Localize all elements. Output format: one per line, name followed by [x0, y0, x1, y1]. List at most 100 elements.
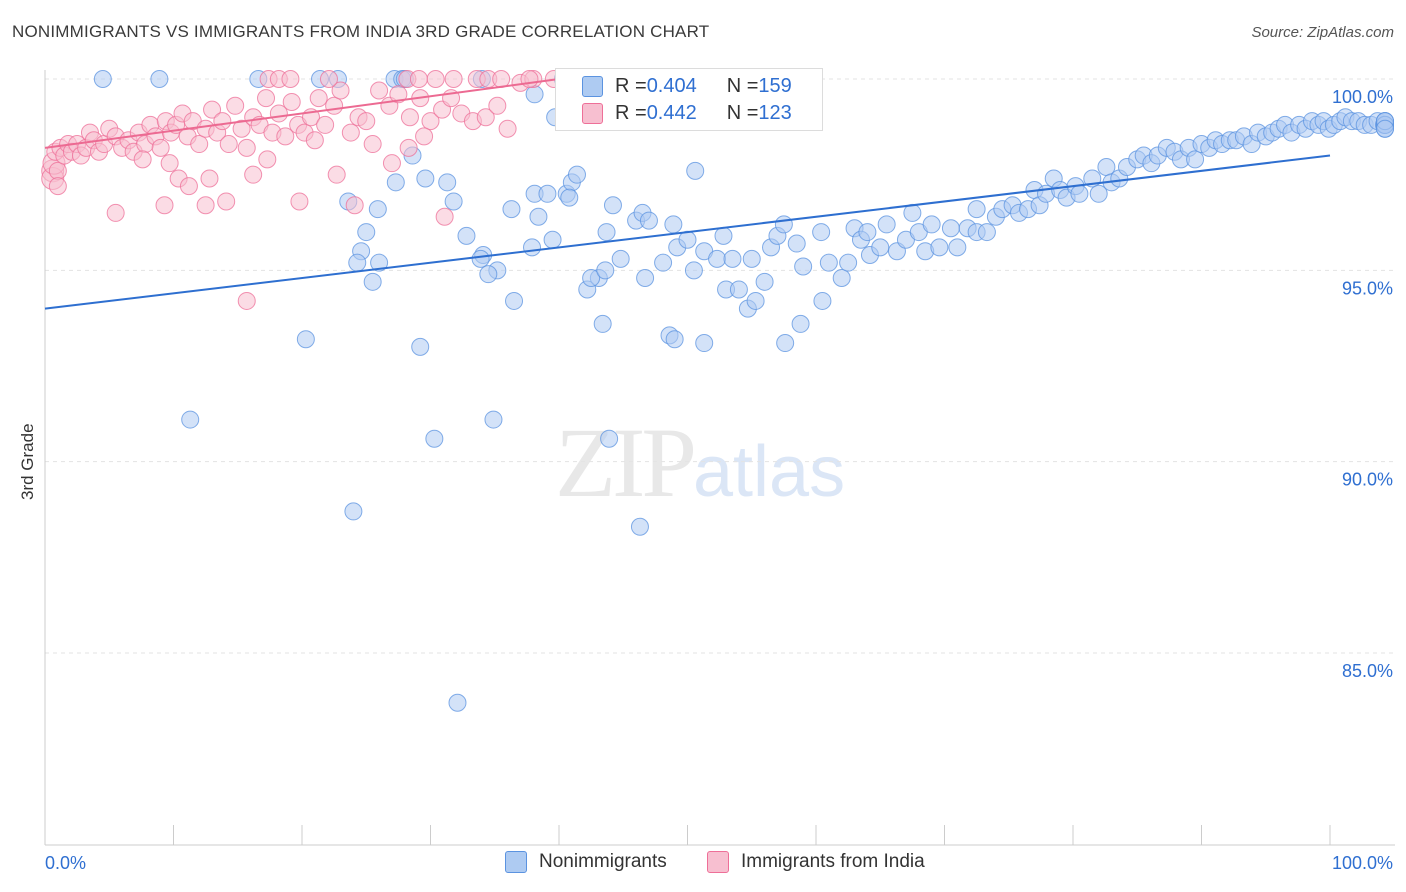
point-india — [382, 154, 401, 173]
point-nonimmigrants — [438, 173, 457, 192]
point-nonimmigrants — [684, 261, 703, 280]
point-nonimmigrants — [296, 330, 315, 349]
watermark-atlas: atlas — [693, 432, 846, 512]
point-nonimmigrants — [636, 268, 655, 287]
point-india — [48, 161, 67, 180]
point-india — [357, 112, 376, 131]
legend-swatch-pink — [707, 851, 729, 873]
point-india — [237, 291, 256, 310]
swatch-pink — [582, 102, 603, 124]
trend-line-india — [44, 78, 560, 149]
point-nonimmigrants — [630, 517, 649, 536]
point-nonimmigrants — [368, 200, 387, 219]
y-axis-label: 3rd Grade — [18, 423, 37, 500]
point-nonimmigrants — [877, 215, 896, 234]
y-tick-label: 100.0% — [1332, 87, 1393, 107]
point-nonimmigrants — [505, 291, 524, 310]
n-label: N = — [726, 74, 759, 97]
point-nonimmigrants — [457, 226, 476, 245]
legend-label: Nonimmigrants — [539, 851, 667, 872]
point-nonimmigrants — [538, 184, 557, 203]
point-nonimmigrants — [444, 192, 463, 211]
point-nonimmigrants — [344, 502, 363, 521]
point-india — [213, 112, 232, 131]
point-india — [409, 70, 428, 88]
point-india — [520, 70, 539, 88]
y-tick-label: 90.0% — [1342, 470, 1393, 490]
point-nonimmigrants — [787, 234, 806, 253]
point-nonimmigrants — [871, 238, 890, 257]
point-nonimmigrants — [567, 165, 586, 184]
r-value: 0.442 — [646, 101, 697, 124]
point-india — [488, 96, 507, 115]
point-nonimmigrants — [529, 207, 548, 226]
point-india — [363, 135, 382, 154]
point-nonimmigrants — [832, 268, 851, 287]
point-india — [160, 154, 179, 173]
point-nonimmigrants — [708, 249, 727, 268]
point-india — [133, 150, 152, 169]
point-india — [219, 135, 238, 154]
point-nonimmigrants — [664, 215, 683, 234]
legend-item-nonimmigrants[interactable]: Nonimmigrants — [505, 851, 667, 873]
point-india — [325, 96, 344, 115]
n-label: N = — [726, 101, 759, 124]
point-nonimmigrants — [941, 219, 960, 238]
point-india — [327, 165, 346, 184]
point-india — [48, 177, 67, 196]
point-nonimmigrants — [1089, 184, 1108, 203]
point-india — [341, 123, 360, 142]
trend-line-nonimmigrants — [44, 154, 1331, 310]
source-label: Source: ZipAtlas.com — [1251, 24, 1394, 41]
point-india — [106, 203, 125, 222]
point-nonimmigrants — [967, 200, 986, 219]
point-nonimmigrants — [922, 215, 941, 234]
point-nonimmigrants — [948, 238, 967, 257]
point-nonimmigrants — [448, 693, 467, 712]
n-value: 159 — [758, 74, 792, 97]
point-nonimmigrants — [484, 410, 503, 429]
point-india — [421, 112, 440, 131]
point-nonimmigrants — [425, 429, 444, 448]
point-india — [203, 100, 222, 119]
point-nonimmigrants — [560, 188, 579, 207]
point-india — [281, 70, 300, 88]
point-nonimmigrants — [386, 173, 405, 192]
r-label: R = — [615, 101, 647, 124]
swatch-blue — [582, 75, 603, 97]
point-nonimmigrants — [695, 334, 714, 353]
point-india — [190, 135, 209, 154]
point-nonimmigrants — [746, 291, 765, 310]
point-nonimmigrants — [370, 253, 389, 272]
point-india — [282, 92, 301, 111]
point-india — [257, 89, 276, 108]
point-india — [196, 196, 215, 215]
point-nonimmigrants — [611, 249, 630, 268]
x-tick-label: 0.0% — [45, 853, 86, 873]
point-nonimmigrants — [348, 253, 367, 272]
legend-item-india[interactable]: Immigrants from India — [707, 851, 925, 873]
point-nonimmigrants — [593, 314, 612, 333]
point-india — [276, 127, 295, 146]
point-nonimmigrants — [357, 223, 376, 242]
point-nonimmigrants — [839, 253, 858, 272]
watermark: ZIPatlas — [555, 405, 845, 520]
r-value: 0.404 — [646, 74, 697, 97]
point-nonimmigrants — [774, 215, 793, 234]
point-india — [415, 127, 434, 146]
point-india — [476, 108, 495, 127]
n-value: 123 — [758, 101, 792, 124]
point-nonimmigrants — [596, 261, 615, 280]
point-india — [151, 138, 170, 157]
point-nonimmigrants — [858, 223, 877, 242]
point-nonimmigrants — [714, 226, 733, 245]
point-india — [305, 131, 324, 150]
x-tick-label: 100.0% — [1332, 853, 1393, 873]
point-india — [258, 150, 277, 169]
point-india — [435, 207, 454, 226]
point-india — [217, 192, 236, 211]
point-nonimmigrants — [819, 253, 838, 272]
y-tick-label: 95.0% — [1342, 278, 1393, 298]
point-india — [370, 81, 389, 100]
point-nonimmigrants — [977, 223, 996, 242]
